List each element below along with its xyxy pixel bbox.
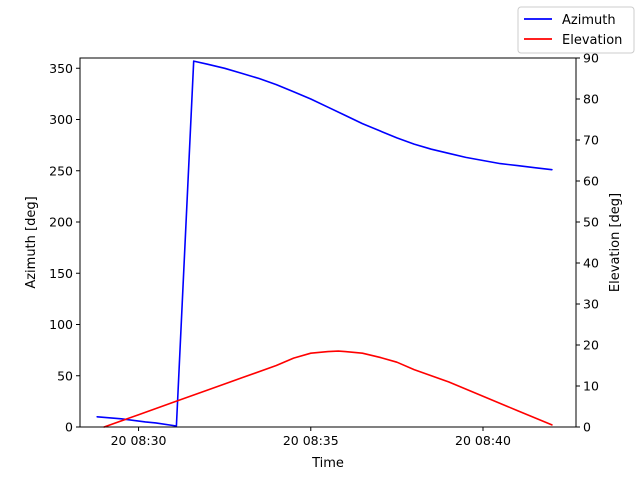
x-tick-label: 20 08:35 (283, 433, 339, 448)
y-left-tick-label: 350 (49, 61, 73, 76)
y-right-tick-label: 0 (583, 420, 591, 435)
y-right-tick-label: 40 (583, 256, 599, 271)
plot-frame (79, 57, 577, 428)
y-right-tick-label: 70 (583, 133, 599, 148)
legend-elevation-label: Elevation (562, 33, 622, 48)
y-left-tick-label: 250 (49, 163, 73, 178)
series-layer (96, 60, 553, 428)
series-line-elevation (103, 350, 553, 428)
y-axis-right-title: Elevation [deg] (608, 193, 623, 292)
y-right-tick-label: 90 (583, 51, 599, 66)
y-right-tick-label: 60 (583, 174, 599, 189)
y-axis-left-title: Azimuth [deg] (24, 196, 39, 288)
series-line-azimuth (96, 60, 553, 427)
x-axis-title: Time (311, 456, 344, 471)
y-left-tick-label: 100 (49, 317, 73, 332)
y-left-tick-label: 150 (49, 266, 73, 281)
y-right-tick-label: 30 (583, 297, 599, 312)
ticks-layer: 0 50 100 150 200 250 300 350 0 10 20 30 40 50 60 70 80 90… (49, 51, 599, 449)
y-right-tick-label: 50 (583, 215, 599, 230)
y-right-tick-label: 10 (583, 379, 599, 394)
y-left-tick-label: 50 (57, 368, 73, 383)
legend: Azimuth Elevation (517, 6, 635, 54)
y-left-tick-label: 200 (49, 215, 73, 230)
axes-layer (79, 57, 577, 428)
y-right-tick-label: 20 (583, 338, 599, 353)
y-left-tick-label: 300 (49, 112, 73, 127)
y-left-tick-label: 0 (65, 420, 73, 435)
y-right-tick-label: 80 (583, 92, 599, 107)
x-tick-label: 20 08:30 (111, 433, 167, 448)
x-tick-label: 20 08:40 (455, 433, 511, 448)
legend-azimuth-label: Azimuth (562, 13, 616, 28)
